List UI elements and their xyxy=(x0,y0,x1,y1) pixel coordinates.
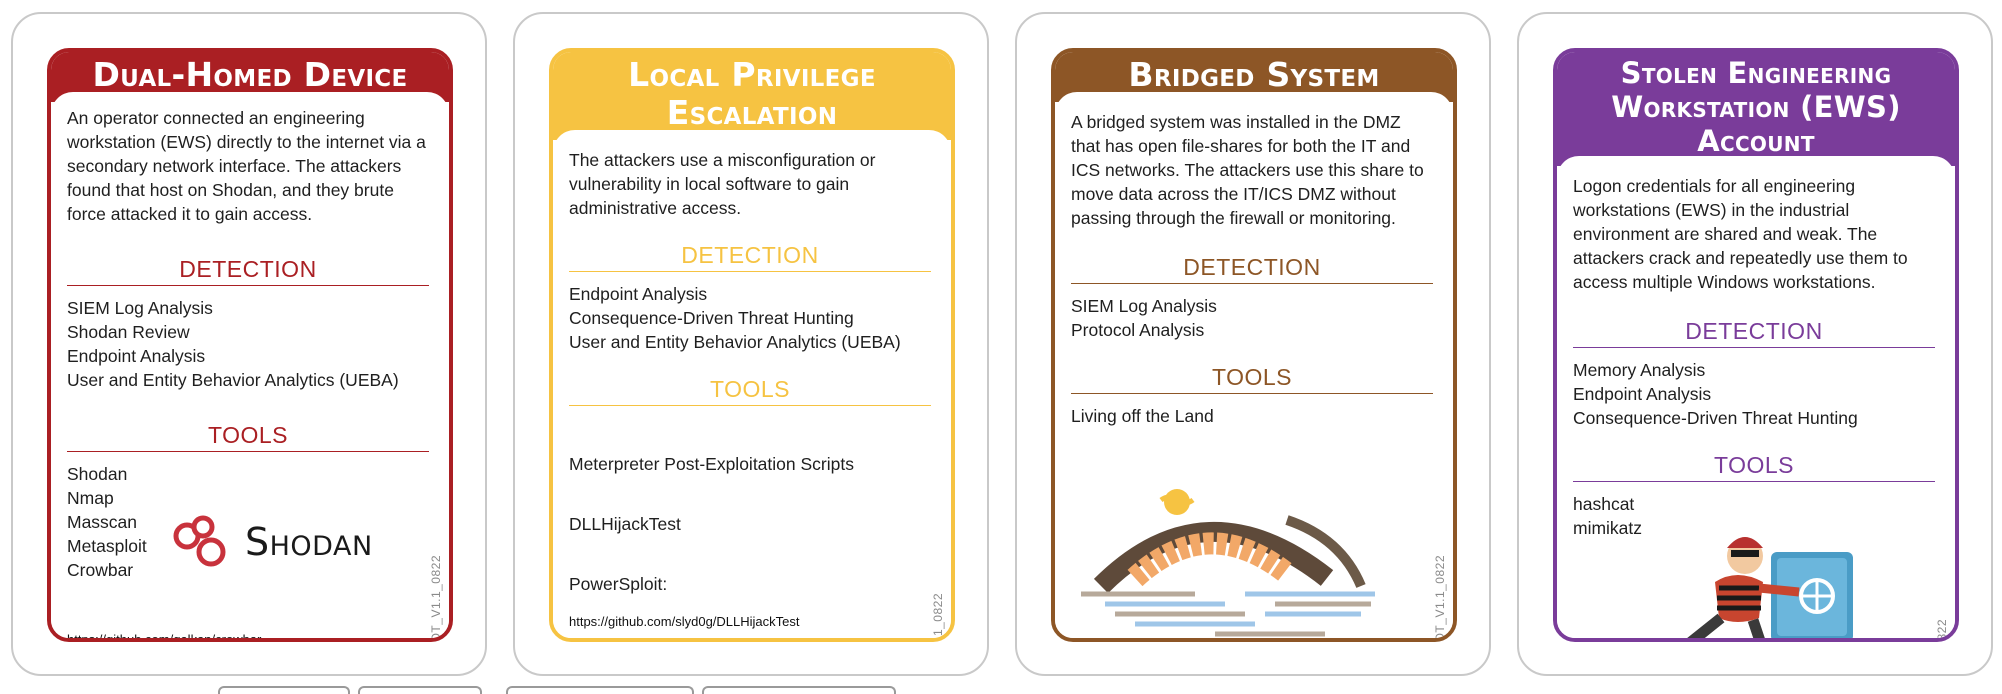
tools-list: hashcat mimikatz xyxy=(1573,492,1935,540)
card-description: The attackers use a misconfiguration or … xyxy=(569,150,876,218)
card-stolen-ews-account: Stolen Engineering Workstation (EWS) Acc… xyxy=(1517,12,1993,676)
tool-item: DLLHijackTest xyxy=(569,514,681,534)
tool-item: Metasploit xyxy=(67,536,147,556)
detection-heading: DETECTION xyxy=(1573,318,1935,348)
detection-item: SIEM Log Analysis xyxy=(67,298,213,318)
bottom-tab[interactable] xyxy=(218,686,350,694)
detection-item: Memory Analysis xyxy=(1573,360,1706,380)
card-description: Logon credentials for all engineering wo… xyxy=(1573,176,1908,292)
bridge-illustration-icon xyxy=(1081,489,1375,637)
tools-heading: TOOLS xyxy=(1573,452,1935,482)
tools-heading: TOOLS xyxy=(67,422,429,452)
tool-item: Living off the Land xyxy=(1071,406,1214,426)
reference-link[interactable]: https://github.com/galkan/crowbar xyxy=(67,632,262,642)
reference-link[interactable]: https://github.com/slyd0g/DLLHijackTest xyxy=(569,614,800,629)
version-label: ICS/OT_V1.1_0822 xyxy=(429,555,443,642)
tool-item: hashcat xyxy=(1573,494,1635,514)
tool-item: Shodan xyxy=(67,464,128,484)
bottom-tab[interactable] xyxy=(358,686,482,694)
bottom-tab[interactable] xyxy=(506,686,694,694)
card-title: Stolen Engineering Workstation (EWS) Acc… xyxy=(1557,52,1955,166)
tool-item: - PowerUp xyxy=(569,632,931,638)
tools-heading: TOOLS xyxy=(569,376,931,406)
card-dual-homed-device: Dual-Homed Device An operator connected … xyxy=(11,12,487,676)
tool-item: Masscan xyxy=(67,512,138,532)
detection-list: Memory Analysis Endpoint Analysis Conseq… xyxy=(1573,358,1935,430)
detection-item: Consequence-Driven Threat Hunting xyxy=(569,308,854,328)
detection-heading: DETECTION xyxy=(1071,254,1433,284)
detection-item: SIEM Log Analysis xyxy=(1071,296,1217,316)
detection-heading: DETECTION xyxy=(569,242,931,272)
detection-heading: DETECTION xyxy=(67,256,429,286)
detection-item: Protocol Analysis xyxy=(1071,320,1205,340)
card-frame: Dual-Homed Device An operator connected … xyxy=(47,48,453,642)
tool-item: Meterpreter Post-Exploitation Scripts xyxy=(569,454,854,474)
detection-item: Endpoint Analysis xyxy=(1573,384,1712,404)
tools-list: Meterpreter Post-Exploitation Scripts DL… xyxy=(569,416,931,638)
version-label: ICS/OT_V1.1_0822 xyxy=(931,593,945,638)
card-title: Local Privilege Escalation xyxy=(553,52,951,140)
detection-item: User and Entity Behavior Analytics (UEBA… xyxy=(67,370,399,390)
card-frame: Local Privilege Escalation The attackers… xyxy=(549,48,955,642)
version-label: ICS/OT_V1.1_0822 xyxy=(1433,555,1447,642)
detection-item: Endpoint Analysis xyxy=(569,284,708,304)
tool-item: PowerSploit: xyxy=(569,574,668,594)
shodan-logo-icon xyxy=(173,515,226,567)
detection-item: Shodan Review xyxy=(67,322,190,342)
card-description: An operator connected an engineering wor… xyxy=(67,108,426,224)
card-body: A bridged system was installed in the DM… xyxy=(1055,92,1453,642)
card-frame: Stolen Engineering Workstation (EWS) Acc… xyxy=(1553,48,1959,642)
burglar-safe-illustration-icon xyxy=(1687,537,1853,638)
bottom-tab[interactable] xyxy=(702,686,896,694)
card-body: An operator connected an engineering wor… xyxy=(51,92,449,642)
detection-list: Endpoint Analysis Consequence-Driven Thr… xyxy=(569,282,931,354)
detection-list: SIEM Log Analysis Protocol Analysis xyxy=(1071,294,1433,342)
version-label: ICS/OT_V1.1_0822 xyxy=(1935,619,1949,638)
tool-item: Nmap xyxy=(67,488,114,508)
tools-list: Shodan Nmap Masscan Metasploit Crowbar xyxy=(67,462,429,582)
tools-heading: TOOLS xyxy=(1071,364,1433,394)
detection-item: User and Entity Behavior Analytics (UEBA… xyxy=(569,332,901,352)
tool-item: mimikatz xyxy=(1573,518,1643,538)
tool-item: Crowbar xyxy=(67,560,134,580)
tools-list: Living off the Land xyxy=(1071,404,1433,428)
detection-list: SIEM Log Analysis Shodan Review Endpoint… xyxy=(67,296,429,392)
card-body: Logon credentials for all engineering wo… xyxy=(1557,156,1955,638)
shodan-logo-text: Shodan xyxy=(245,520,373,564)
card-local-privilege-escalation: Local Privilege Escalation The attackers… xyxy=(513,12,989,676)
card-description: A bridged system was installed in the DM… xyxy=(1071,112,1424,228)
card-bridged-system: Bridged System A bridged system was inst… xyxy=(1015,12,1491,676)
detection-item: Endpoint Analysis xyxy=(67,346,206,366)
detection-item: Consequence-Driven Threat Hunting xyxy=(1573,408,1858,428)
shodan-logo: Shodan xyxy=(173,514,373,570)
card-body: The attackers use a misconfiguration or … xyxy=(553,130,951,638)
card-frame: Bridged System A bridged system was inst… xyxy=(1051,48,1457,642)
